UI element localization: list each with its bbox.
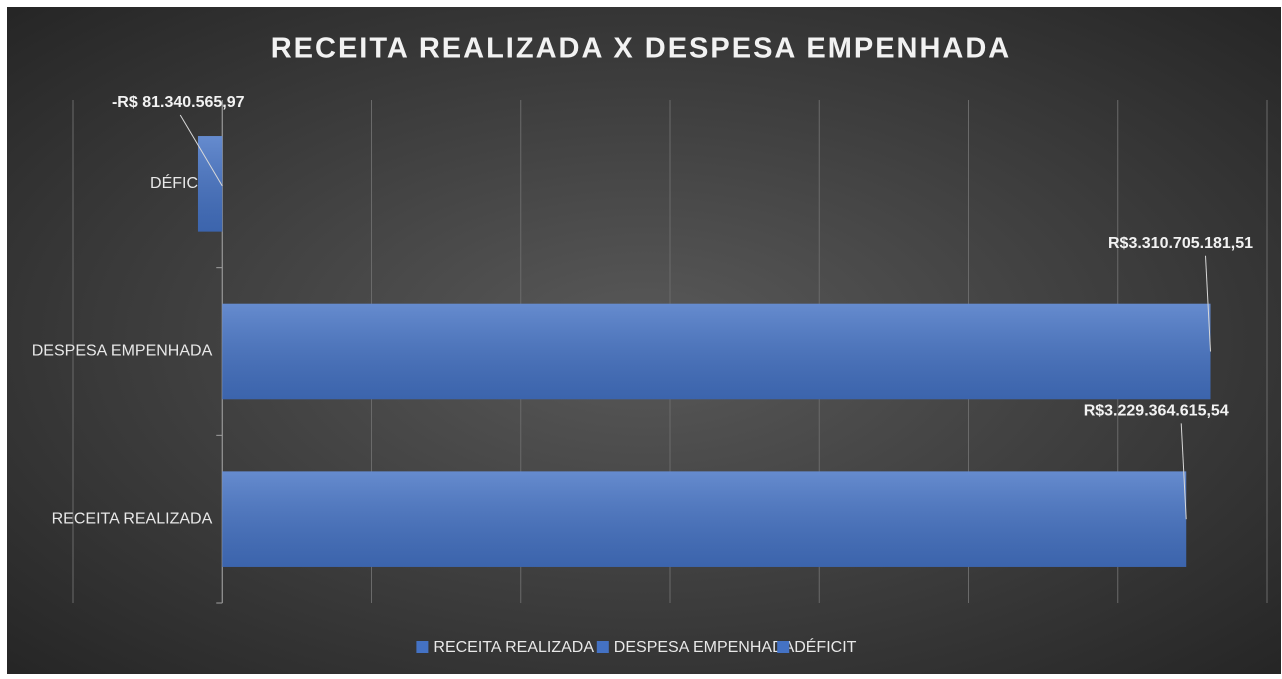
y-tick-label: RECEITA REALIZADA bbox=[52, 510, 213, 527]
data-label: -R$ 81.340.565,97 bbox=[112, 94, 245, 111]
chart-title: RECEITA REALIZADA X DESPESA EMPENHADA bbox=[271, 33, 1012, 65]
legend-label: RECEITA REALIZADA bbox=[433, 639, 594, 656]
legend-label: DESPESA EMPENHADA bbox=[614, 639, 795, 656]
y-tick-label: DÉFICIT bbox=[150, 173, 212, 192]
data-label: R$3.310.705.181,51 bbox=[1108, 235, 1253, 252]
legend-swatch bbox=[416, 641, 429, 653]
leader-line bbox=[179, 114, 223, 187]
bar-sheen bbox=[222, 471, 1187, 567]
bar-sheen bbox=[222, 303, 1211, 400]
data-label: R$3.229.364.615,54 bbox=[1084, 403, 1229, 420]
legend-swatch bbox=[777, 641, 790, 653]
legend-label: DÉFICIT bbox=[794, 637, 856, 656]
legend-swatch bbox=[596, 641, 609, 653]
leader-line bbox=[1180, 423, 1187, 520]
y-tick-label: DESPESA EMPENHADA bbox=[32, 343, 213, 360]
leader-line bbox=[1204, 255, 1211, 352]
